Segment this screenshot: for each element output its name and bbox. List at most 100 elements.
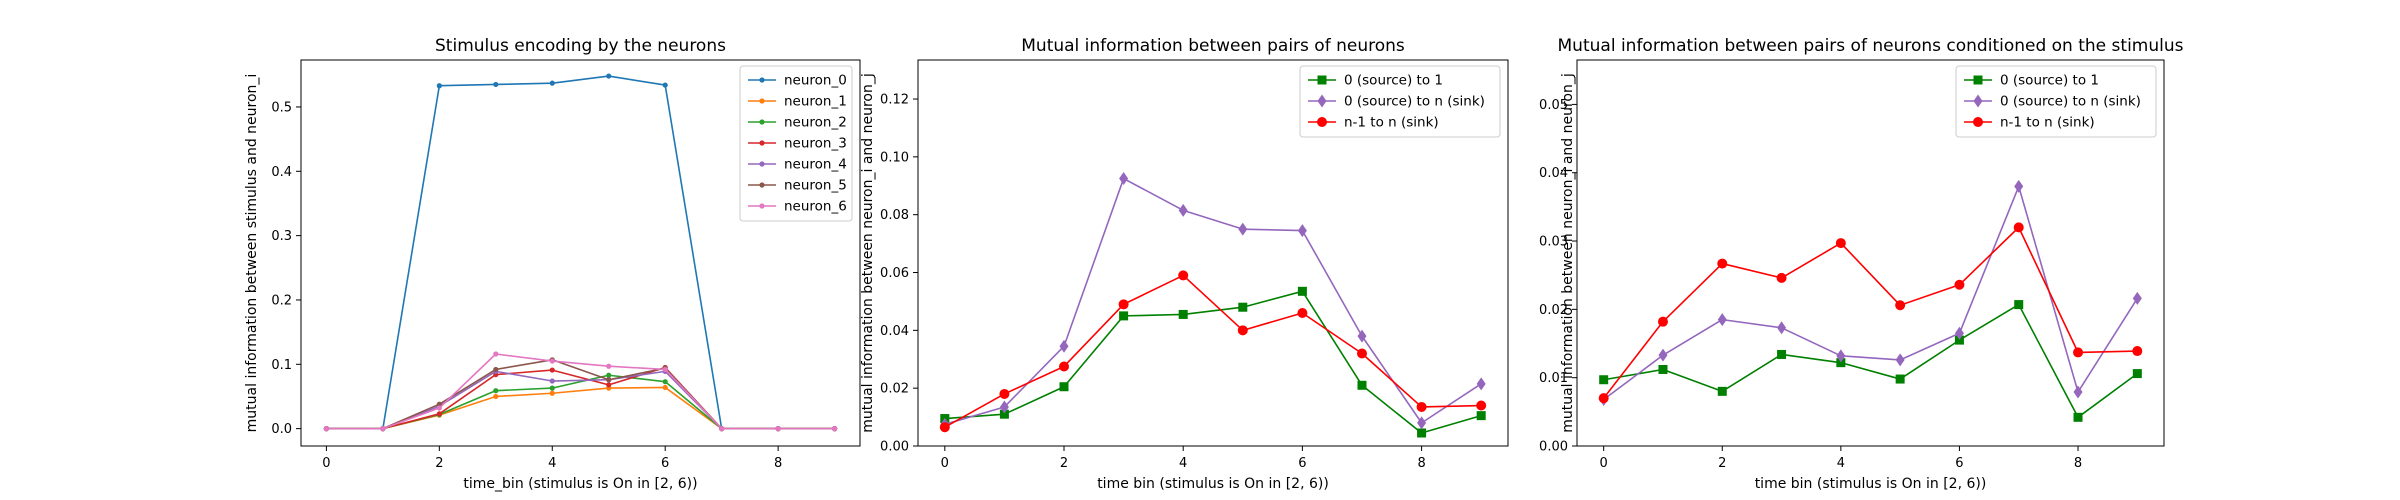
x-tick-label: 8 <box>1417 456 1425 471</box>
legend-marker-neuron_3 <box>759 140 765 146</box>
x-tick-label: 8 <box>774 456 782 471</box>
legend-marker-0 (source) to n (sink) <box>1317 94 1327 108</box>
x-tick-label: 0 <box>941 456 949 471</box>
y-tick-label: 0.0 <box>271 422 292 437</box>
data-point <box>1895 353 1905 367</box>
legend: 0 (source) to 1 0 (source) to n (sink) n-1… <box>1299 65 1501 138</box>
y-tick-label: 0.04 <box>880 324 909 339</box>
legend-marker-neuron_0 <box>759 77 765 83</box>
legend-marker-neuron_1 <box>759 98 765 104</box>
data-point <box>1297 307 1308 318</box>
x-tick-label: 2 <box>1060 456 1068 471</box>
data-point <box>1895 374 1905 384</box>
data-point <box>1178 309 1188 319</box>
y-axis-label: mutual information between neuron_i and … <box>860 73 876 433</box>
legend-box <box>1955 65 2157 138</box>
legend-label: neuron_4 <box>784 157 847 173</box>
data-point <box>2014 179 2024 193</box>
data-point <box>1777 321 1787 335</box>
data-point <box>999 409 1009 419</box>
y-axis-label: mutual information between neuron_i and … <box>1560 73 1576 433</box>
x-axis-label: time bin (stimulus is On in [2, 6)) <box>1097 476 1329 492</box>
x-tick-label: 8 <box>2074 456 2082 471</box>
data-point <box>606 372 612 378</box>
y-tick-label: 0.10 <box>880 150 909 165</box>
data-point <box>1417 416 1427 430</box>
data-point <box>939 422 950 433</box>
data-point <box>436 405 442 411</box>
legend-marker-neuron_4 <box>759 161 765 167</box>
data-point <box>1836 349 1846 363</box>
x-tick-label: 4 <box>1837 456 1845 471</box>
y-tick-label: 0.00 <box>1539 440 1568 455</box>
data-point <box>436 83 442 89</box>
data-point <box>380 426 386 432</box>
data-point <box>1357 380 1367 390</box>
data-point <box>493 366 499 373</box>
data-point <box>1835 238 1846 249</box>
legend-label: neuron_0 <box>784 73 847 89</box>
data-point <box>1599 375 1609 385</box>
data-point <box>493 81 499 88</box>
data-point <box>1297 286 1307 296</box>
data-point <box>2132 291 2142 305</box>
y-tick-label: 0.2 <box>271 293 292 308</box>
y-tick-label: 0.03 <box>1539 235 1568 250</box>
data-point <box>1178 270 1189 281</box>
data-point <box>549 385 555 391</box>
data-point <box>1895 300 1906 311</box>
data-point <box>1417 428 1427 438</box>
x-tick-label: 4 <box>1179 456 1187 471</box>
data-point <box>662 379 668 385</box>
data-point <box>775 426 781 432</box>
data-point <box>999 388 1010 399</box>
y-tick-label: 0.00 <box>880 440 909 455</box>
y-tick-label: 0.05 <box>1539 98 1568 113</box>
data-point <box>549 358 555 364</box>
legend-marker-neuron_5 <box>759 182 765 188</box>
legend-marker-n-1 to n (sink) <box>1317 117 1327 127</box>
data-point <box>1059 361 1070 372</box>
legend-box <box>1299 65 1501 138</box>
data-point <box>1777 349 1787 359</box>
data-point <box>549 367 555 373</box>
chart-title: Mutual information between pairs of neur… <box>1558 36 2184 56</box>
axes-frame <box>917 59 1509 447</box>
data-point <box>606 363 612 369</box>
chart-panel-1: Stimulus encoding by the neurons 0 2 4 6 8 0.0… <box>244 36 861 492</box>
data-point <box>2073 347 2084 358</box>
chart-title: Mutual information between pairs of neur… <box>1021 36 1405 56</box>
data-point <box>1119 172 1129 186</box>
x-axis-label: time bin (stimulus is On in [2, 6)) <box>1755 476 1987 492</box>
legend-label: n-1 to n (sink) <box>2000 115 2095 131</box>
data-point <box>1658 364 1668 374</box>
data-point <box>493 393 499 400</box>
data-point <box>1237 325 1248 336</box>
y-tick-label: 0.02 <box>880 382 909 397</box>
x-tick-label: 6 <box>1298 456 1306 471</box>
series-line-0 (source) to 1 <box>944 290 1482 434</box>
series-line-neuron_6 <box>326 353 835 430</box>
data-point <box>1476 400 1487 411</box>
y-tick-label: 0.01 <box>1539 371 1568 386</box>
legend-marker-neuron_2 <box>759 119 765 125</box>
chart-title: Stimulus encoding by the neurons <box>435 36 726 56</box>
legend-box <box>739 65 853 222</box>
series-line-n-1 to n (sink) <box>944 274 1482 428</box>
y-axis-label: mutual information between stimulus and … <box>244 74 260 433</box>
data-point <box>1118 299 1129 310</box>
data-point <box>1598 393 1609 404</box>
data-point <box>2013 222 2024 233</box>
y-tick-label: 0.5 <box>271 100 292 115</box>
x-tick-label: 4 <box>548 456 556 471</box>
data-point <box>1954 335 1964 345</box>
data-point <box>1954 279 1965 290</box>
data-point <box>323 426 330 432</box>
data-point <box>1357 329 1367 343</box>
data-point <box>1119 311 1129 321</box>
legend-label: 0 (source) to 1 <box>1344 73 1443 89</box>
data-point <box>549 80 555 86</box>
data-point <box>1297 224 1307 238</box>
data-point <box>1059 339 1069 353</box>
data-point <box>831 426 838 432</box>
